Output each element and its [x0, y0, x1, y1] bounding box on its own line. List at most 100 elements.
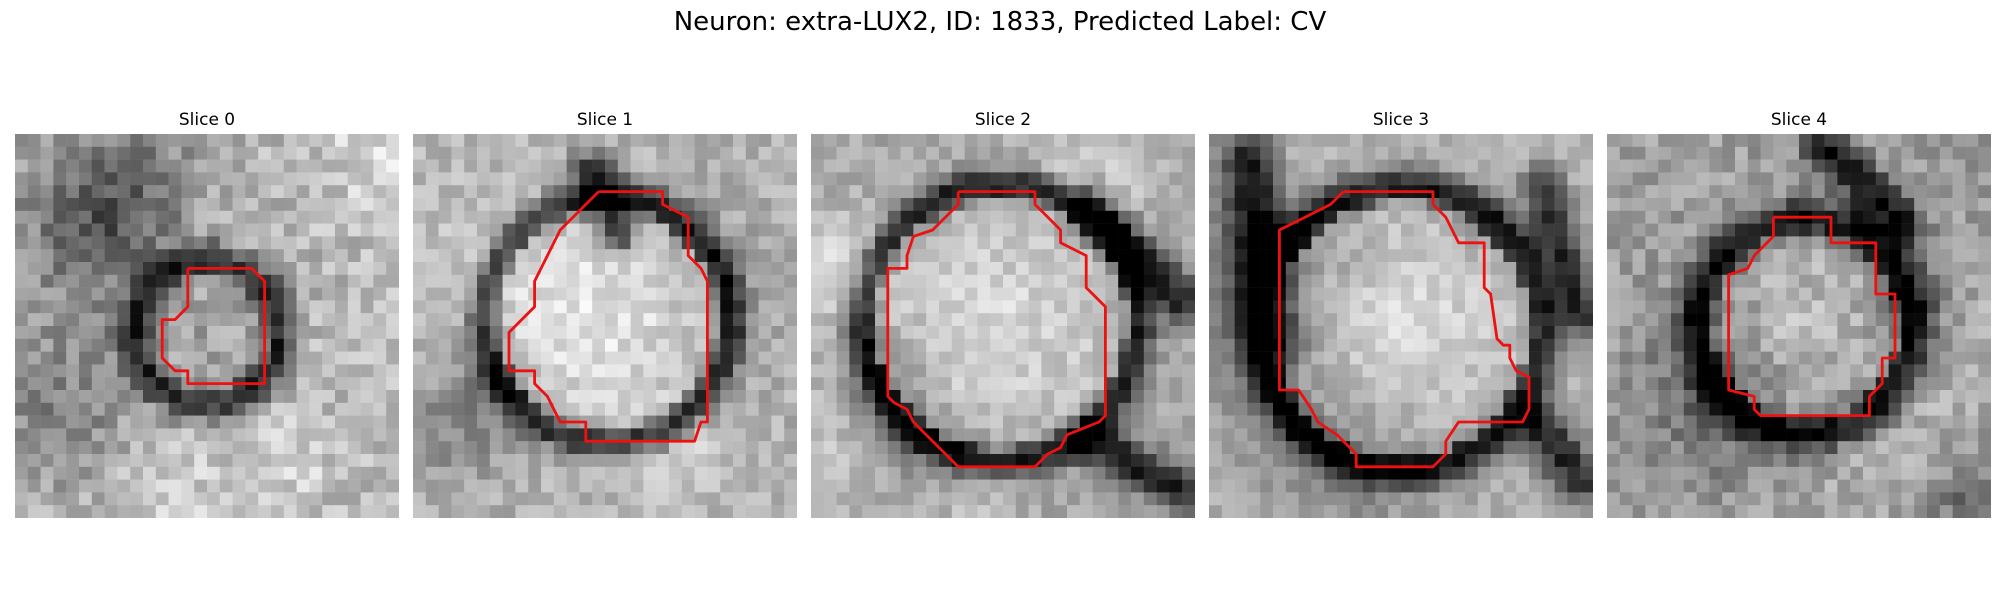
image-pixel: [784, 479, 797, 493]
image-pixel: [1709, 236, 1723, 250]
image-pixel: [15, 274, 29, 288]
image-pixel: [1169, 351, 1183, 365]
image-pixel: [1541, 338, 1555, 352]
image-pixel: [296, 300, 310, 314]
image-pixel: [669, 185, 683, 199]
image-pixel: [579, 146, 593, 160]
image-pixel: [1811, 185, 1825, 199]
image-pixel: [1773, 441, 1787, 455]
image-pixel: [745, 505, 759, 518]
image-pixel: [168, 326, 182, 340]
image-pixel: [1952, 287, 1966, 301]
image-pixel: [1632, 415, 1646, 429]
image-pixel: [1465, 172, 1479, 186]
image-pixel: [104, 454, 118, 468]
image-pixel: [464, 377, 478, 391]
image-pixel: [745, 210, 759, 224]
image-pixel: [1529, 454, 1543, 468]
image-pixel: [913, 454, 927, 468]
image-pixel: [1105, 172, 1119, 186]
image-pixel: [617, 441, 631, 455]
image-pixel: [386, 492, 399, 506]
image-pixel: [79, 390, 93, 404]
image-pixel: [1311, 274, 1325, 288]
image-pixel: [707, 428, 721, 442]
image-pixel: [566, 390, 580, 404]
image-pixel: [1349, 364, 1363, 378]
image-pixel: [1260, 338, 1274, 352]
image-pixel: [656, 223, 670, 237]
image-pixel: [143, 428, 157, 442]
image-pixel: [913, 390, 927, 404]
image-pixel: [1799, 364, 1813, 378]
image-pixel: [1863, 428, 1877, 442]
image-pixel: [104, 492, 118, 506]
image-pixel: [1401, 377, 1415, 391]
image-pixel: [1388, 505, 1402, 518]
image-pixel: [1927, 402, 1941, 416]
image-pixel: [1901, 313, 1915, 327]
image-pixel: [1811, 415, 1825, 429]
image-pixel: [1298, 223, 1312, 237]
image-pixel: [502, 313, 516, 327]
image-pixel: [1156, 262, 1170, 276]
image-pixel: [489, 134, 503, 148]
image-pixel: [1426, 172, 1440, 186]
image-pixel: [373, 159, 387, 173]
image-pixel: [1632, 300, 1646, 314]
image-pixel: [1426, 428, 1440, 442]
image-pixel: [823, 505, 837, 518]
image-pixel: [1683, 326, 1697, 340]
image-pixel: [1978, 377, 1991, 391]
image-pixel: [117, 249, 131, 263]
image-pixel: [1863, 185, 1877, 199]
image-pixel: [592, 377, 606, 391]
image-pixel: [1426, 134, 1440, 148]
image-pixel: [1182, 428, 1195, 442]
image-pixel: [1337, 492, 1351, 506]
image-pixel: [1683, 338, 1697, 352]
image-pixel: [245, 223, 259, 237]
image-pixel: [373, 287, 387, 301]
image-pixel: [155, 249, 169, 263]
image-pixel: [771, 159, 785, 173]
image-pixel: [823, 249, 837, 263]
image-pixel: [1888, 479, 1902, 493]
image-pixel: [1041, 262, 1055, 276]
image-pixel: [1349, 415, 1363, 429]
image-pixel: [605, 172, 619, 186]
image-pixel: [373, 326, 387, 340]
image-pixel: [360, 287, 374, 301]
image-pixel: [553, 313, 567, 327]
image-pixel: [1541, 313, 1555, 327]
image-pixel: [1452, 287, 1466, 301]
image-pixel: [1619, 249, 1633, 263]
image-pixel: [1439, 185, 1453, 199]
image-pixel: [1554, 159, 1568, 173]
image-pixel: [1503, 313, 1517, 327]
image-pixel: [502, 390, 516, 404]
image-pixel: [1401, 210, 1415, 224]
image-pixel: [1465, 287, 1479, 301]
image-pixel: [1901, 466, 1915, 480]
image-pixel: [745, 287, 759, 301]
image-pixel: [232, 210, 246, 224]
image-pixel: [91, 159, 105, 173]
image-pixel: [1028, 300, 1042, 314]
image-pixel: [1554, 274, 1568, 288]
image-pixel: [630, 326, 644, 340]
image-pixel: [951, 338, 965, 352]
image-pixel: [1118, 134, 1132, 148]
image-pixel: [875, 492, 889, 506]
image-pixel: [541, 198, 555, 212]
image-pixel: [335, 390, 349, 404]
image-pixel: [1311, 146, 1325, 160]
image-pixel: [707, 300, 721, 314]
image-pixel: [1054, 172, 1068, 186]
image-pixel: [1632, 351, 1646, 365]
image-pixel: [1169, 479, 1183, 493]
image-pixel: [1118, 146, 1132, 160]
image-pixel: [168, 377, 182, 391]
image-pixel: [451, 454, 465, 468]
image-pixel: [309, 313, 323, 327]
